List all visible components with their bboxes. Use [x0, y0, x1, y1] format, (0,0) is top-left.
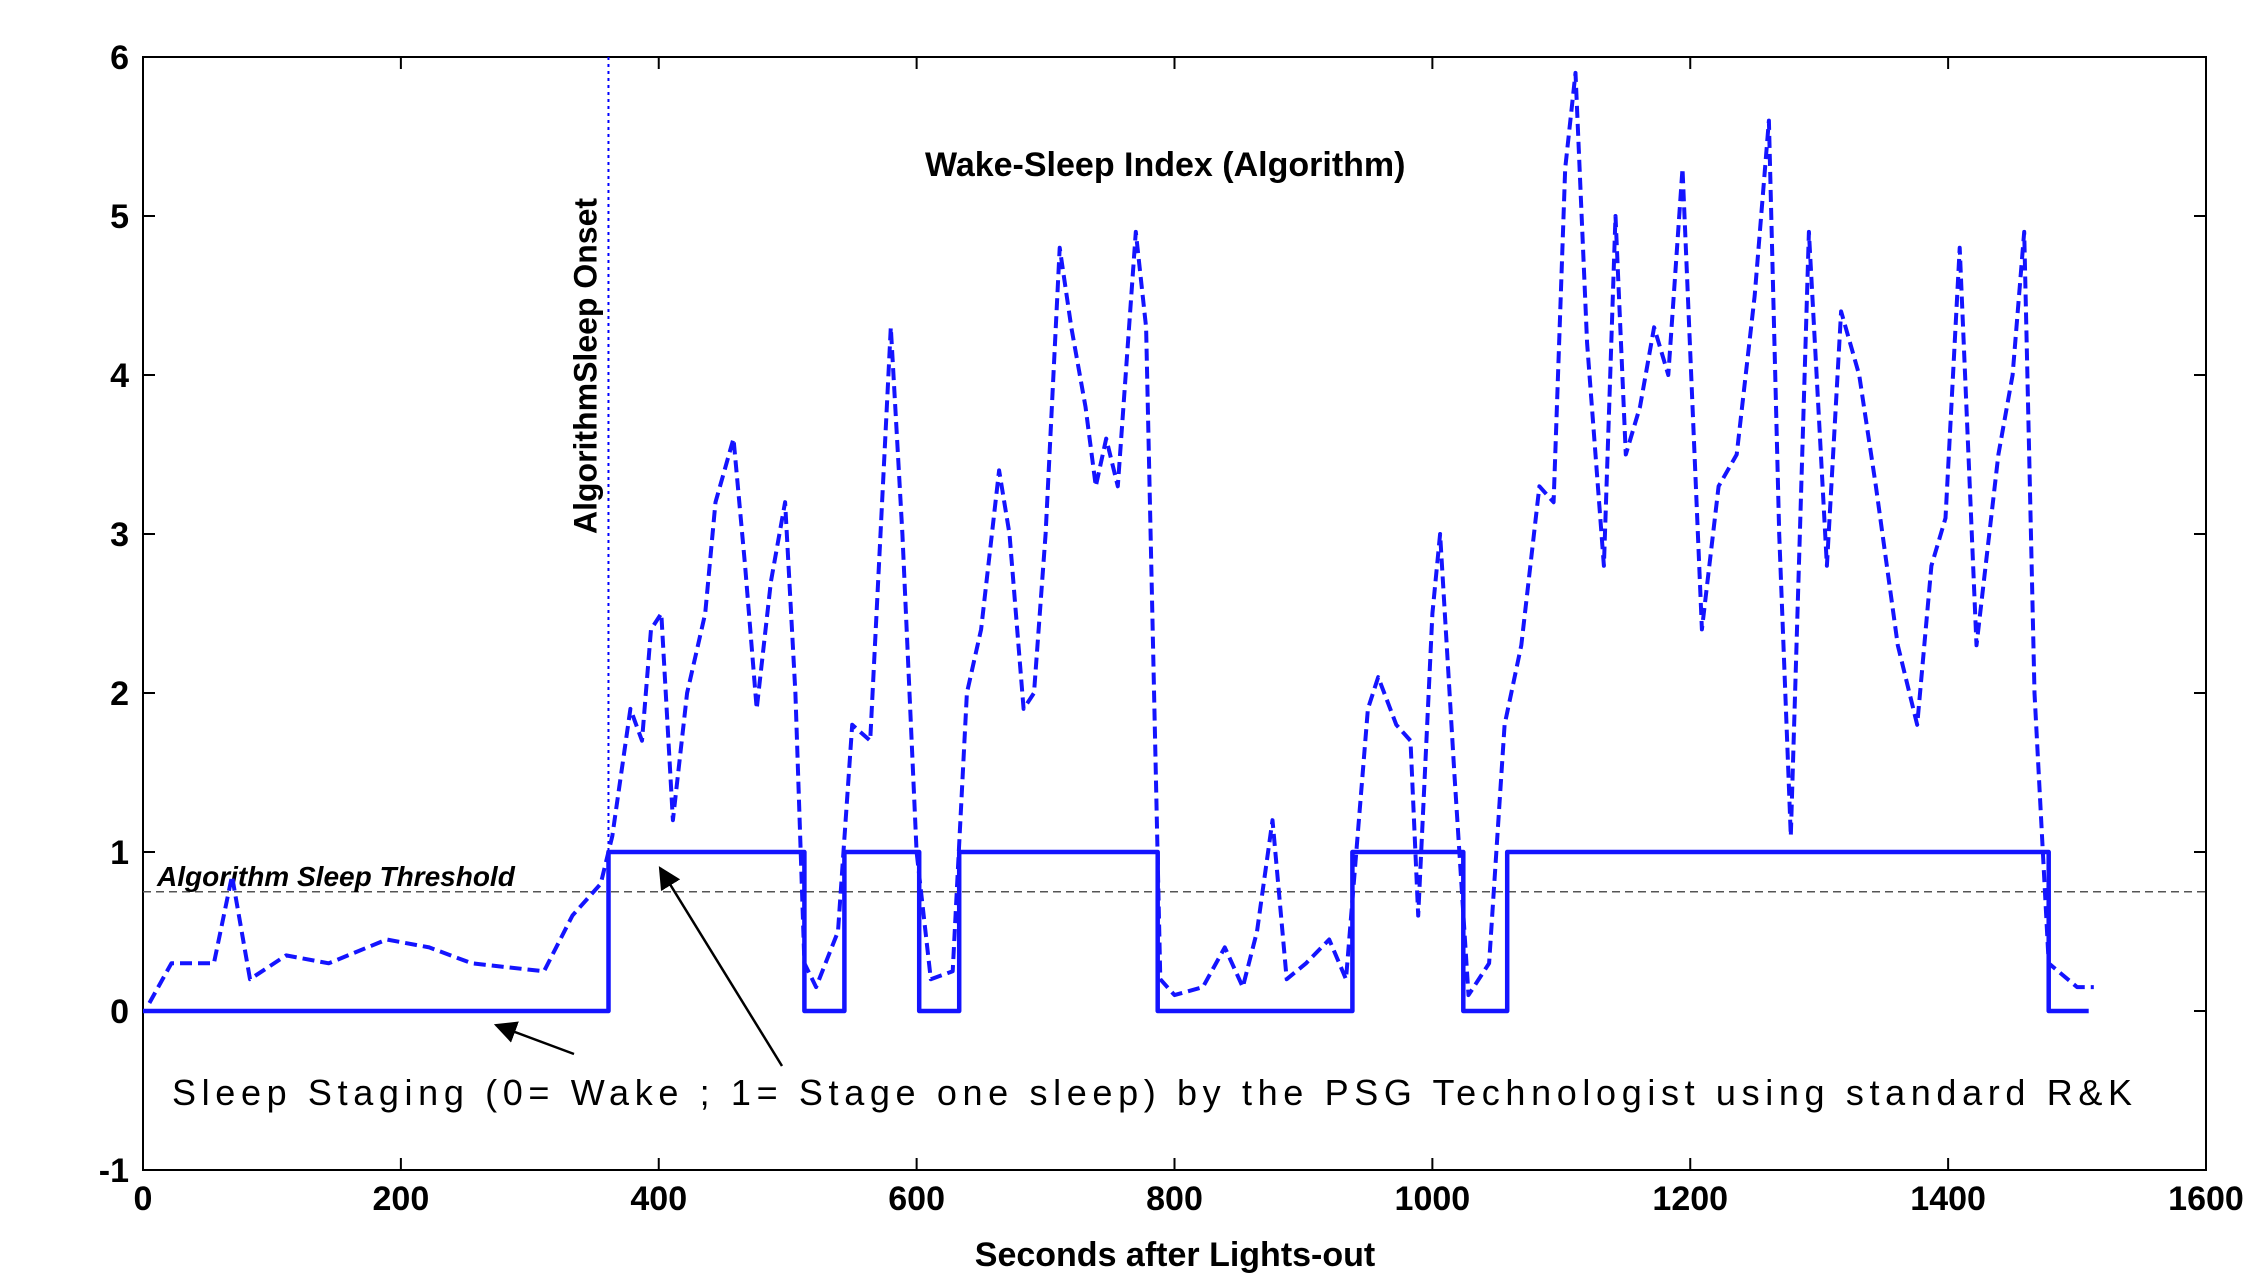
- x-tick-label: 800: [1146, 1180, 1203, 1218]
- onset-label: AlgorithmSleep Onset: [567, 198, 603, 534]
- x-tick-label: 1000: [1395, 1180, 1471, 1218]
- x-axis-label: Seconds after Lights-out: [975, 1236, 1375, 1274]
- y-tick-label: 3: [110, 516, 129, 554]
- threshold-label: Algorithm Sleep Threshold: [156, 861, 516, 892]
- x-tick-label: 400: [630, 1180, 687, 1218]
- index-annotation: Wake-Sleep Index (Algorithm): [925, 146, 1405, 184]
- arrow: [658, 866, 784, 1067]
- x-tick-label: 1600: [2168, 1180, 2244, 1218]
- plot-frame: [142, 56, 2207, 1171]
- x-tick-label: 1200: [1652, 1180, 1728, 1218]
- x-tick-label: 200: [373, 1180, 430, 1218]
- y-tick-label: 6: [110, 39, 129, 77]
- y-tick-label: -1: [99, 1152, 129, 1190]
- staging-annotation: Sleep Staging (0= Wake ; 1= Stage one sl…: [172, 1072, 2132, 1113]
- y-tick-label: 2: [110, 675, 129, 713]
- series-line: [143, 849, 2089, 1014]
- y-tick-label: 5: [110, 198, 129, 236]
- arrow: [493, 1021, 575, 1056]
- y-tick-label: 1: [110, 834, 129, 872]
- x-tick-label: 600: [888, 1180, 945, 1218]
- series-line: [147, 70, 2094, 1004]
- x-tick-label: 1400: [1910, 1180, 1986, 1218]
- y-tick-label: 4: [110, 357, 129, 395]
- x-tick-label: 0: [134, 1180, 153, 1218]
- y-tick-label: 0: [110, 993, 129, 1031]
